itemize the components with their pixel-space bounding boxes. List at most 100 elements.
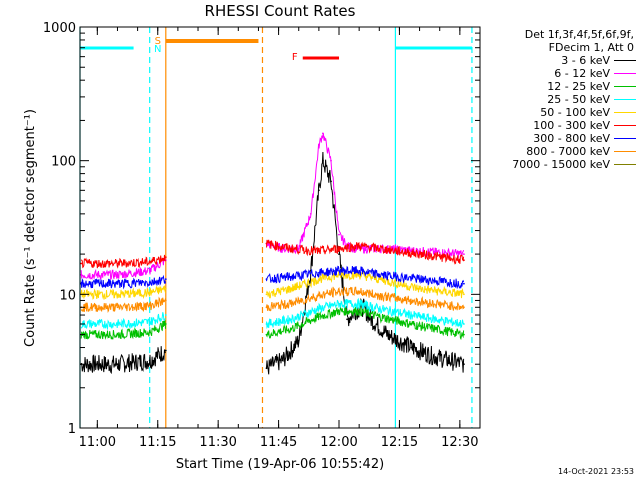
series-trace-300-800-kev-1 [80,274,166,290]
legend-entry: 50 - 100 keV [482,106,638,119]
data-point-6-12-kev-18 [463,253,465,256]
data-point-50-100-kev-12 [463,293,465,296]
data-point-3-6-kev-19 [434,356,437,358]
legend-entry-swatch [614,73,636,74]
data-point-3-6-kev-16 [370,318,373,321]
data-point-50-100-kev-7 [318,278,320,280]
data-point-800-7000-kev-12 [463,306,465,309]
legend-entry: 300 - 800 keV [482,132,638,145]
data-point-12-25-kev-6 [289,328,292,330]
data-point-300-800-kev-6 [289,276,292,278]
legend-detector-info: Det 1f,3f,4f,5f,6f,9f, [524,28,634,41]
legend-entry-label: 7000 - 15000 keV [512,158,610,171]
data-point-300-800-kev-4 [164,278,167,280]
data-point-800-7000-kev-6 [289,302,292,305]
data-point-3-6-kev-4 [164,349,167,352]
data-point-6-12-kev-9 [318,144,320,147]
data-point-3-6-kev-10 [322,159,324,162]
legend-entry-swatch [614,164,636,165]
data-point-800-7000-kev-3 [148,305,151,307]
data-point-12-25-kev-3 [148,331,151,334]
data-point-12-25-kev-2 [116,333,119,336]
data-point-100-300-kev-7 [318,250,320,253]
x-tick-label-6: 12:15 [381,435,418,450]
data-point-300-800-kev-9 [358,269,361,272]
series-trace-6-12-kev-1 [80,257,166,281]
data-point-6-12-kev-12 [338,233,340,236]
data-point-50-100-kev-5 [265,293,268,296]
data-point-100-300-kev-5 [265,242,268,245]
data-point-12-25-kev-9 [358,310,361,312]
series-trace-25-50-kev-1 [80,312,166,331]
legend-entry-label: 12 - 25 keV [547,80,610,93]
annotation-layer: SN F [79,27,473,428]
data-point-25-50-kev-9 [358,302,361,305]
series-trace-800-7000-kev-1 [80,296,166,314]
legend-entry: 800 - 7000 keV [482,145,638,158]
data-point-800-7000-kev-7 [318,294,320,297]
data-point-12-25-kev-11 [418,325,421,327]
data-point-50-100-kev-3 [148,291,151,294]
series-300-800-kev [80,265,465,290]
x-tick-label-4: 11:45 [260,435,297,450]
data-point-300-800-kev-3 [148,281,151,284]
series-trace-12-25-kev-2 [266,306,465,341]
legend-entry-label: 25 - 50 keV [547,93,610,106]
data-point-3-6-kev-12 [338,253,340,256]
data-point-300-800-kev-8 [338,269,340,272]
x-axis-label: Start Time (19-Apr-06 10:55:42) [176,457,384,472]
data-point-800-7000-kev-9 [358,290,361,293]
data-point-6-12-kev-10 [322,132,324,135]
legend-entry-swatch [614,86,636,87]
series-12-25-kev [80,306,465,341]
data-point-300-800-kev-1 [80,282,83,285]
x-tick-label-3: 11:30 [199,435,236,450]
plot-frame [79,26,481,429]
legend-decimation-info: FDecim 1, Att 0 [548,41,634,54]
data-point-25-50-kev-8 [338,302,340,305]
legend-entry-swatch [614,125,636,126]
series-25-50-kev [80,297,465,331]
series-trace-100-300-kev-1 [80,254,166,269]
legend-entry-swatch [614,151,636,152]
data-point-25-50-kev-12 [463,323,465,325]
series-800-7000-kev [80,286,465,314]
data-point-300-800-kev-12 [463,282,465,285]
data-point-25-50-kev-5 [265,323,268,325]
data-point-3-6-kev-2 [116,363,119,366]
data-point-100-300-kev-3 [148,260,151,263]
data-point-100-300-kev-11 [418,253,421,256]
axes-layer: 11:00 11:15 11:30 11:45 12:00 12:15 12:30 1 10 10… [43,21,481,450]
data-point-100-300-kev-9 [358,245,361,247]
data-point-12-25-kev-5 [265,333,268,336]
data-point-800-7000-kev-5 [265,306,268,309]
y-tick-label-4: 1000 [43,21,76,36]
data-point-100-300-kev-4 [164,256,167,258]
data-point-300-800-kev-7 [318,271,320,274]
series-trace-800-7000-kev-2 [266,286,465,312]
legend-entry-swatch [614,99,636,100]
data-point-800-7000-kev-8 [338,290,340,293]
series-100-300-kev [80,239,465,269]
data-point-25-50-kev-3 [148,321,151,323]
data-point-6-12-kev-2 [116,273,119,276]
data-point-3-6-kev-3 [148,359,151,362]
data-point-50-100-kev-10 [378,278,381,280]
data-point-6-12-kev-3 [148,269,151,272]
legend-entry: 3 - 6 keV [482,54,638,67]
data-point-25-50-kev-4 [164,314,167,316]
data-point-12-25-kev-12 [463,333,465,336]
legend: Det 1f,3f,4f,5f,6f,9f, FDecim 1, Att 0 3… [482,28,638,171]
series-trace-50-100-kev-1 [80,285,166,301]
data-point-50-100-kev-2 [116,293,119,296]
data-point-25-50-kev-11 [418,315,421,318]
data-point-25-50-kev-7 [318,307,320,310]
data-point-50-100-kev-4 [164,287,167,290]
data-point-100-300-kev-8 [338,247,340,250]
series-trace-6-12-kev-2 [266,133,465,259]
x-tick-label-2: 11:15 [139,435,176,450]
series-trace-3-6-kev-2 [266,151,465,375]
data-point-3-6-kev-18 [410,346,413,349]
data-point-25-50-kev-2 [116,323,119,325]
